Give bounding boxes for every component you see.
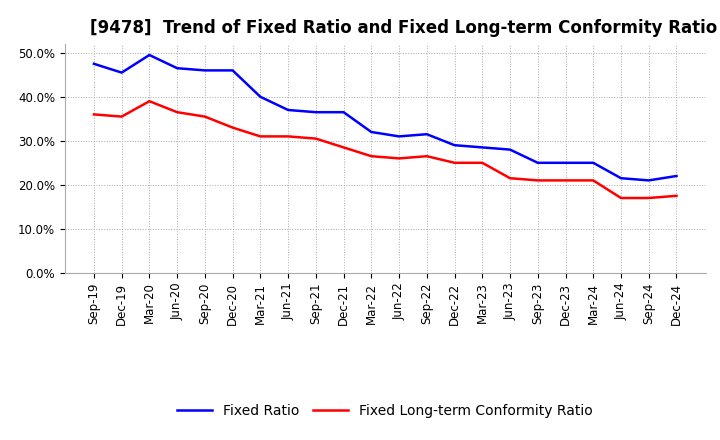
Fixed Long-term Conformity Ratio xyxy=(367,154,376,159)
Fixed Long-term Conformity Ratio xyxy=(284,134,292,139)
Fixed Ratio xyxy=(228,68,237,73)
Fixed Long-term Conformity Ratio xyxy=(561,178,570,183)
Fixed Long-term Conformity Ratio xyxy=(145,99,154,104)
Fixed Ratio xyxy=(534,160,542,165)
Fixed Long-term Conformity Ratio xyxy=(201,114,210,119)
Fixed Ratio xyxy=(201,68,210,73)
Fixed Ratio xyxy=(395,134,403,139)
Fixed Ratio xyxy=(505,147,514,152)
Fixed Ratio xyxy=(256,94,265,99)
Fixed Long-term Conformity Ratio xyxy=(228,125,237,130)
Fixed Ratio xyxy=(145,52,154,58)
Fixed Long-term Conformity Ratio xyxy=(534,178,542,183)
Fixed Ratio xyxy=(672,173,681,179)
Legend: Fixed Ratio, Fixed Long-term Conformity Ratio: Fixed Ratio, Fixed Long-term Conformity … xyxy=(172,399,598,424)
Fixed Long-term Conformity Ratio xyxy=(644,195,653,201)
Fixed Ratio xyxy=(644,178,653,183)
Fixed Ratio xyxy=(561,160,570,165)
Fixed Long-term Conformity Ratio xyxy=(450,160,459,165)
Fixed Long-term Conformity Ratio xyxy=(505,176,514,181)
Fixed Long-term Conformity Ratio xyxy=(589,178,598,183)
Fixed Ratio xyxy=(312,110,320,115)
Fixed Long-term Conformity Ratio xyxy=(256,134,265,139)
Text: [9478]  Trend of Fixed Ratio and Fixed Long-term Conformity Ratio: [9478] Trend of Fixed Ratio and Fixed Lo… xyxy=(91,19,718,37)
Fixed Long-term Conformity Ratio xyxy=(478,160,487,165)
Fixed Long-term Conformity Ratio xyxy=(423,154,431,159)
Fixed Ratio xyxy=(117,70,126,75)
Line: Fixed Ratio: Fixed Ratio xyxy=(94,55,677,180)
Line: Fixed Long-term Conformity Ratio: Fixed Long-term Conformity Ratio xyxy=(94,101,677,198)
Fixed Long-term Conformity Ratio xyxy=(89,112,98,117)
Fixed Long-term Conformity Ratio xyxy=(173,110,181,115)
Fixed Ratio xyxy=(423,132,431,137)
Fixed Ratio xyxy=(173,66,181,71)
Fixed Long-term Conformity Ratio xyxy=(339,145,348,150)
Fixed Long-term Conformity Ratio xyxy=(395,156,403,161)
Fixed Ratio xyxy=(89,61,98,66)
Fixed Ratio xyxy=(478,145,487,150)
Fixed Ratio xyxy=(367,129,376,135)
Fixed Ratio xyxy=(589,160,598,165)
Fixed Long-term Conformity Ratio xyxy=(672,193,681,198)
Fixed Long-term Conformity Ratio xyxy=(312,136,320,141)
Fixed Ratio xyxy=(284,107,292,113)
Fixed Long-term Conformity Ratio xyxy=(616,195,625,201)
Fixed Ratio xyxy=(450,143,459,148)
Fixed Ratio xyxy=(339,110,348,115)
Fixed Long-term Conformity Ratio xyxy=(117,114,126,119)
Fixed Ratio xyxy=(616,176,625,181)
